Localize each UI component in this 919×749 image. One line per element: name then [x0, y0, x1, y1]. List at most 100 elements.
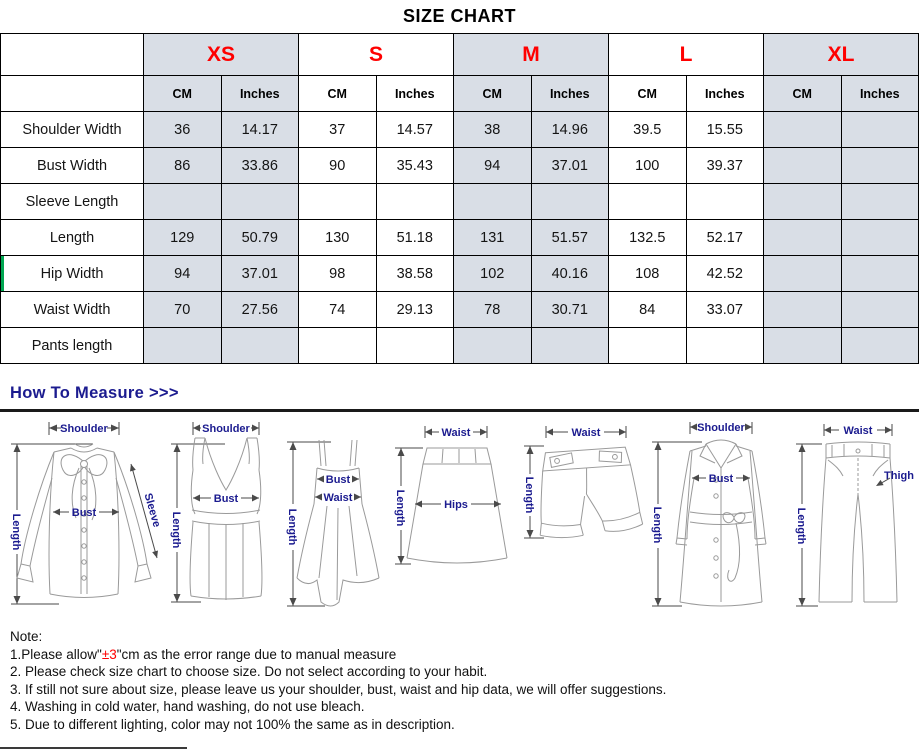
- cell: [375, 183, 454, 220]
- cell: [763, 147, 842, 184]
- cell: [453, 327, 532, 364]
- cell: [608, 327, 687, 364]
- cell: 35.43: [375, 147, 454, 184]
- cell: 132.5: [608, 219, 687, 256]
- cell: [840, 219, 919, 256]
- shorts-waist-label: Waist: [571, 427, 600, 439]
- cell: [608, 183, 687, 220]
- pants-diagram: Waist Length Thigh: [795, 424, 914, 607]
- cell: 78: [453, 291, 532, 328]
- unit-cell: Inches: [220, 75, 299, 112]
- cell: [840, 183, 919, 220]
- cell: [763, 111, 842, 148]
- unit-cell: Inches: [685, 75, 764, 112]
- note-1-suffix: "cm as the error range due to manual mea…: [116, 646, 397, 662]
- coat-shoulder-label: Shoulder: [697, 422, 745, 434]
- tank-shoulder-label: Shoulder: [202, 423, 250, 435]
- cell: 33.07: [685, 291, 764, 328]
- tank-top-diagram: Shoulder Length Bust: [170, 422, 263, 603]
- cell: 39.37: [685, 147, 764, 184]
- note-1-prefix: 1.Please allow": [10, 646, 102, 662]
- size-chart-table: XS S M L XL CM Inches CM Inches CM Inche…: [0, 33, 919, 364]
- cell: [143, 183, 222, 220]
- cell: 100: [608, 147, 687, 184]
- cell: 14.96: [530, 111, 609, 148]
- size-header-s: S: [298, 33, 454, 76]
- cell: 37.01: [220, 255, 299, 292]
- row-label: Waist Width: [0, 291, 144, 328]
- note-1-tolerance: ±3: [101, 646, 117, 662]
- cell: 51.18: [375, 219, 454, 256]
- unit-cell: Inches: [840, 75, 919, 112]
- cell: 86: [143, 147, 222, 184]
- row-label: Hip Width: [0, 255, 144, 292]
- cell: 90: [298, 147, 377, 184]
- cell: 98: [298, 255, 377, 292]
- cell: 108: [608, 255, 687, 292]
- unit-cell: CM: [763, 75, 842, 112]
- cell: 14.17: [220, 111, 299, 148]
- cell: 50.79: [220, 219, 299, 256]
- cell: [685, 183, 764, 220]
- cell: 15.55: [685, 111, 764, 148]
- bottom-edge-line: [0, 747, 187, 749]
- note-line-4: 4. Washing in cold water, hand washing, …: [10, 699, 365, 715]
- unit-cell: Inches: [530, 75, 609, 112]
- table-row-hip-width: Hip Width 94 37.01 98 38.58 102 40.16 10…: [0, 255, 919, 292]
- cell: [685, 327, 764, 364]
- cell: 37.01: [530, 147, 609, 184]
- tank-length-label: Length: [170, 512, 182, 549]
- cell: [220, 327, 299, 364]
- dress-length-label: Length: [286, 509, 298, 546]
- unit-cell: Inches: [375, 75, 454, 112]
- row-label: Shoulder Width: [0, 111, 144, 148]
- cell: 38.58: [375, 255, 454, 292]
- cell: 27.56: [220, 291, 299, 328]
- cell: 39.5: [608, 111, 687, 148]
- unit-cell: CM: [143, 75, 222, 112]
- cell: [763, 255, 842, 292]
- cell: [375, 327, 454, 364]
- blouse-bust-label: Bust: [72, 507, 97, 519]
- skirt-waist-label: Waist: [442, 427, 471, 439]
- cell: 130: [298, 219, 377, 256]
- cell: [840, 291, 919, 328]
- cell: 40.16: [530, 255, 609, 292]
- cell: [840, 327, 919, 364]
- cell: 36: [143, 111, 222, 148]
- cell: [763, 291, 842, 328]
- coat-bust-label: Bust: [709, 473, 734, 485]
- table-row-bust-width: Bust Width 86 33.86 90 35.43 94 37.01 10…: [0, 147, 919, 184]
- cell: [220, 183, 299, 220]
- skirt-diagram: Waist Length Hips: [394, 426, 508, 565]
- cell: 131: [453, 219, 532, 256]
- cell: 42.52: [685, 255, 764, 292]
- size-header-xs: XS: [143, 33, 299, 76]
- cell: 94: [453, 147, 532, 184]
- dress-waist-label: Waist: [324, 492, 353, 504]
- cell: [763, 219, 842, 256]
- size-chart-title: SIZE CHART: [403, 6, 516, 26]
- note-line-2: 2. Please check size chart to choose siz…: [10, 664, 488, 680]
- cell: [530, 183, 609, 220]
- skirt-length-label: Length: [394, 490, 406, 527]
- row-label: Sleeve Length: [0, 183, 144, 220]
- cell: 70: [143, 291, 222, 328]
- cell: 84: [608, 291, 687, 328]
- dress-bust-label: Bust: [326, 474, 351, 486]
- cell: 51.57: [530, 219, 609, 256]
- how-to-measure-heading: How To Measure >>>: [10, 384, 179, 402]
- cell: [143, 327, 222, 364]
- coat-diagram: Shoulder Length Bust: [651, 422, 767, 607]
- row-label: Bust Width: [0, 147, 144, 184]
- note-line-5: 5. Due to different lighting, color may …: [10, 716, 455, 732]
- pants-length-label: Length: [795, 508, 807, 545]
- cell: 94: [143, 255, 222, 292]
- cell: [840, 111, 919, 148]
- blouse-shoulder-label: Shoulder: [60, 423, 108, 435]
- divider-rule: [0, 409, 919, 412]
- slip-dress-diagram: Length Bust Waist: [286, 439, 380, 607]
- notes-heading: Note:: [10, 629, 43, 644]
- size-header-l: L: [608, 33, 764, 76]
- table-row-shoulder-width: Shoulder Width 36 14.17 37 14.57 38 14.9…: [0, 111, 919, 148]
